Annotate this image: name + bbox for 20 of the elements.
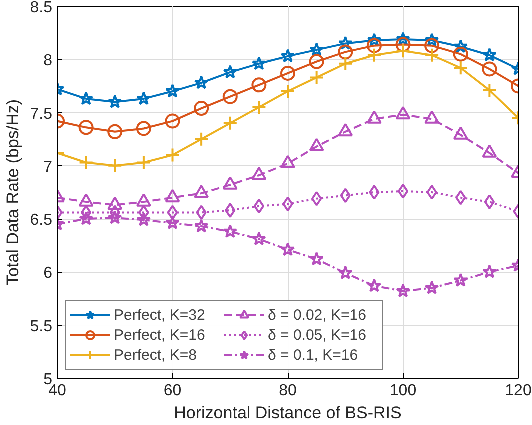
legend-label: δ = 0.02, K=16	[268, 306, 368, 324]
legend-label: δ = 0.1, K=16	[268, 346, 360, 364]
y-tick-label: 7.5	[30, 106, 53, 123]
legend-label: δ = 0.05, K=16	[268, 326, 368, 344]
legend-label: Perfect, K=32	[114, 306, 206, 324]
y-tick-label: 5	[44, 372, 53, 388]
y-tick-label: 6	[44, 265, 53, 282]
y-tick-label: 8.5	[30, 0, 53, 16]
legend-label: Perfect, K=8	[114, 346, 198, 364]
y-tick-label: 7	[44, 158, 53, 176]
x-axis-title: Horizontal Distance of BS-RIS	[174, 404, 402, 422]
y-tick-label: 8	[44, 52, 53, 70]
x-tick-label: 60	[164, 382, 182, 400]
legend-label: Perfect, K=16	[114, 326, 206, 344]
x-tick-label: 80	[279, 382, 297, 400]
y-tick-label: 5.5	[30, 318, 53, 336]
x-tick-label: 100	[390, 382, 417, 400]
x-tick-label: 120	[505, 382, 532, 400]
y-axis-title: Total Data Rate (bps/Hz)	[3, 99, 22, 286]
y-tick-label: 6.5	[30, 212, 53, 230]
